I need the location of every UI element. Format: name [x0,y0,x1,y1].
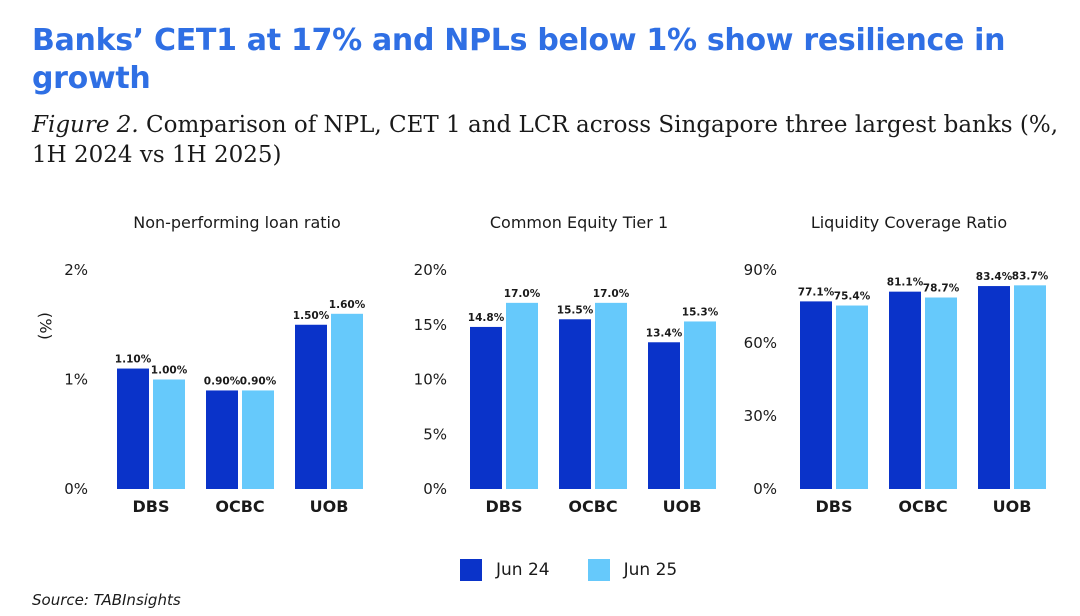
y-tick-label-cet1: 10% [414,371,447,389]
chart-lcr: Liquidity Coverage Ratio 0% 30% 60% 90% 77.1%… [744,213,1049,516]
data-label-npl: 1.50% [293,310,330,322]
data-label-cet1: 17.0% [593,288,630,300]
source-note: Source: TABInsights [32,591,181,609]
y-tick-label-cet1: 20% [414,261,447,279]
bar-npl-uob-jun25 [331,313,363,489]
figure-description: Comparison of NPL, CET 1 and LCR across … [32,112,1059,168]
bar-cet1-uob-jun24 [648,342,680,489]
bar-npl-dbs-jun25 [153,379,185,489]
bar-lcr-dbs-jun24 [800,301,832,489]
data-label-npl: 0.90% [240,375,277,387]
data-label-npl: 1.10% [115,354,152,366]
bar-npl-ocbc-jun24 [206,390,238,489]
y-tick-label-npl: 2% [64,261,88,279]
data-label-lcr: 78.7% [923,282,960,294]
x-tick-label-npl: OCBC [215,497,264,516]
x-tick-label-lcr: DBS [816,497,853,516]
y-tick-label-cet1: 0% [423,480,447,498]
data-label-npl: 0.90% [204,375,241,387]
legend-swatch-jun24 [460,559,482,581]
legend-swatch-jun25 [587,559,610,581]
bar-lcr-ocbc-jun24 [889,291,921,489]
data-label-lcr: 77.1% [798,286,835,298]
legend-item-jun25: Jun 25 [587,559,678,581]
data-label-lcr: 75.4% [834,291,871,303]
y-tick-label-lcr: 90% [744,261,777,279]
y-axis-label-npl: (%) [36,312,55,340]
legend: Jun 24 Jun 25 [460,558,715,582]
y-tick-label-cet1: 5% [423,425,447,443]
bar-lcr-uob-jun24 [978,286,1010,489]
x-tick-label-npl: UOB [310,497,349,516]
bar-cet1-dbs-jun24 [470,326,502,489]
chart-npl: Non-performing loan ratio(%)0%1%2%1.10%1… [36,213,366,516]
figure-label: Figure 2. [32,112,139,138]
bar-cet1-uob-jun25 [684,321,716,489]
bar-cet1-ocbc-jun25 [595,302,627,489]
data-label-npl: 1.00% [151,365,188,377]
data-label-lcr: 81.1% [887,277,924,289]
bar-npl-dbs-jun24 [117,368,149,489]
x-tick-label-cet1: UOB [663,497,702,516]
data-label-lcr: 83.4% [976,271,1013,283]
data-label-cet1: 15.3% [682,306,719,318]
y-tick-label-npl: 0% [64,480,88,498]
bar-lcr-ocbc-jun25 [925,297,957,489]
x-tick-label-lcr: UOB [993,497,1032,516]
x-tick-label-lcr: OCBC [898,497,947,516]
legend-label-jun24: Jun 24 [496,560,550,580]
bar-npl-uob-jun24 [295,324,327,489]
bar-cet1-dbs-jun25 [506,302,538,489]
x-tick-label-cet1: OCBC [568,497,617,516]
y-tick-label-lcr: 30% [744,407,777,425]
chart-title-cet1: Common Equity Tier 1 [490,213,668,232]
y-tick-label-cet1: 15% [414,316,447,334]
legend-label-jun25: Jun 25 [623,560,678,580]
data-label-cet1: 13.4% [646,327,683,339]
data-label-cet1: 14.8% [468,312,505,324]
legend-item-jun24: Jun 24 [460,559,550,581]
data-label-cet1: 17.0% [504,288,541,300]
y-tick-label-lcr: 0% [753,480,777,498]
chart-title-npl: Non-performing loan ratio [133,213,341,232]
x-tick-label-npl: DBS [133,497,170,516]
bar-cet1-ocbc-jun24 [559,319,591,489]
bar-lcr-uob-jun25 [1014,285,1046,489]
data-label-npl: 1.60% [329,299,366,311]
figure-subtitle: Figure 2. Comparison of NPL, CET 1 and L… [32,110,1062,170]
x-tick-label-cet1: DBS [486,497,523,516]
data-label-lcr: 83.7% [1012,270,1049,282]
y-tick-label-lcr: 60% [744,334,777,352]
chart-title-lcr: Liquidity Coverage Ratio [811,213,1007,232]
data-label-cet1: 15.5% [557,304,594,316]
y-tick-label-npl: 1% [64,371,88,389]
bar-npl-ocbc-jun25 [242,390,274,489]
bar-lcr-dbs-jun25 [836,305,868,489]
chart-cet1: Common Equity Tier 1 0% 5% 10% 15% 20% 14.8% 17… [414,213,719,516]
headline: Banks’ CET1 at 17% and NPLs below 1% sho… [32,23,1006,96]
